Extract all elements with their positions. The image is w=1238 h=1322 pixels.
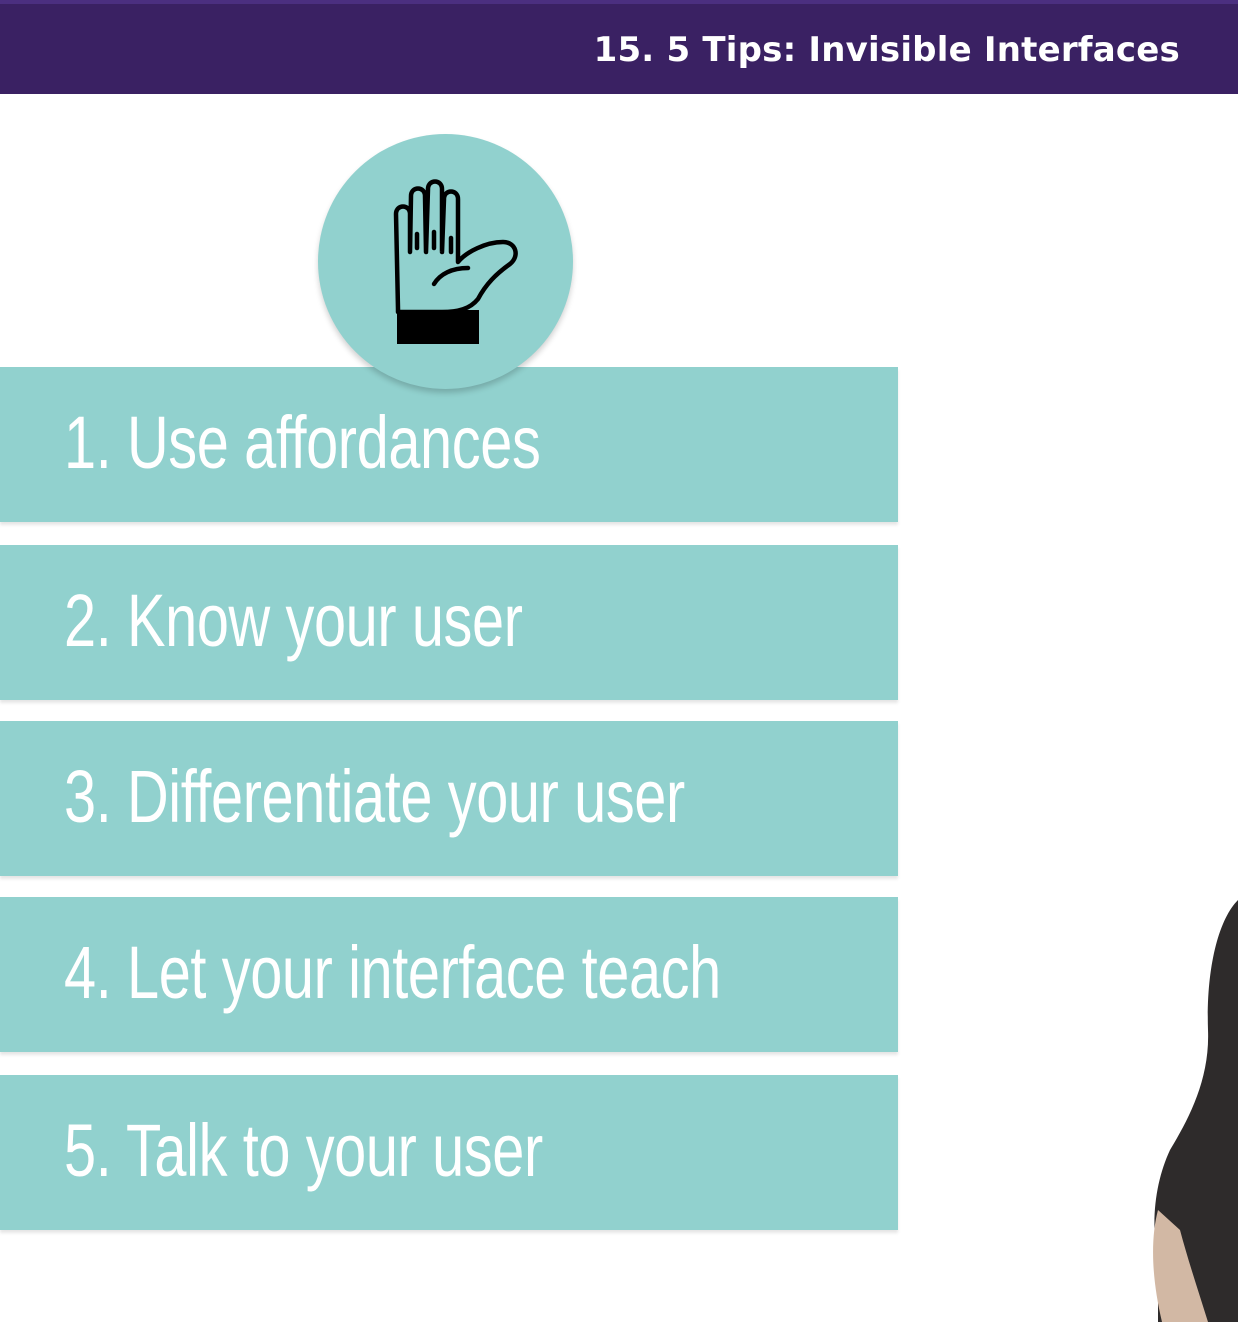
tip-bar-2: 2. Know your user: [0, 545, 898, 700]
tip-label-4: 4. Let your interface teach: [64, 931, 721, 1014]
tip-bar-5: 5. Talk to your user: [0, 1075, 898, 1230]
tip-label-1: 1. Use affordances: [64, 401, 541, 484]
tip-bar-1: 1. Use affordances: [0, 367, 898, 522]
hand-badge: [318, 134, 573, 389]
tip-label-3: 3. Differentiate your user: [64, 755, 685, 838]
tip-label-5: 5. Talk to your user: [64, 1109, 543, 1192]
raised-hand-icon: [393, 179, 518, 344]
tip-bar-3: 3. Differentiate your user: [0, 721, 898, 876]
presenter-figure: [1153, 900, 1238, 1322]
tip-label-2: 2. Know your user: [64, 579, 523, 662]
tip-bar-4: 4. Let your interface teach: [0, 897, 898, 1052]
header-bar: 15. 5 Tips: Invisible Interfaces: [0, 0, 1238, 94]
page-title: 15. 5 Tips: Invisible Interfaces: [593, 30, 1180, 70]
